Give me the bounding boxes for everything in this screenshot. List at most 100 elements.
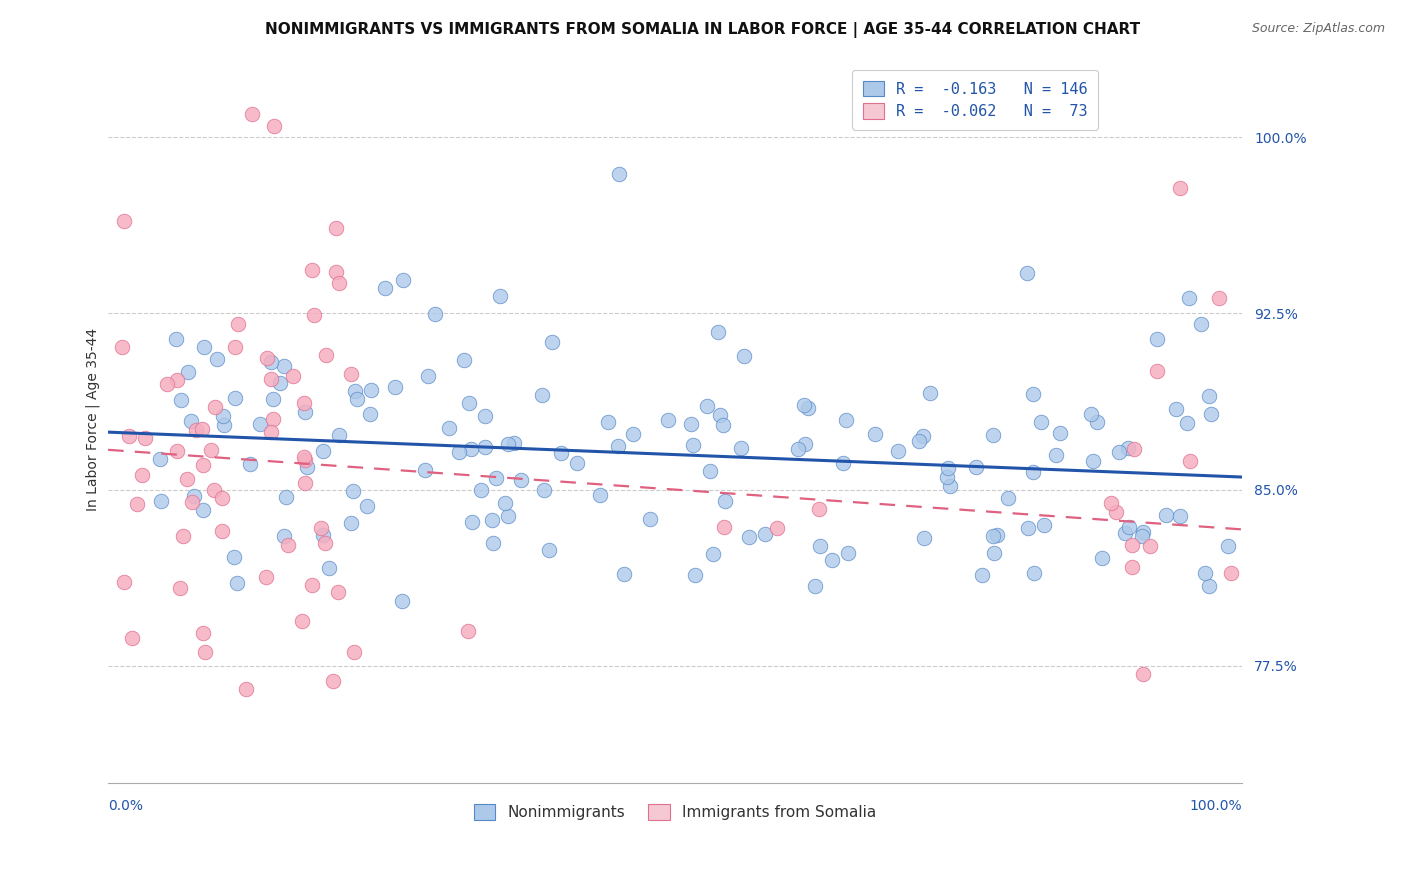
Point	[260, 425, 283, 439]
Point	[294, 453, 316, 467]
Point	[118, 429, 141, 443]
Point	[1194, 566, 1216, 581]
Point	[301, 578, 323, 592]
Point	[793, 399, 815, 413]
Point	[249, 417, 271, 431]
Point	[1198, 579, 1220, 593]
Text: Source: ZipAtlas.com: Source: ZipAtlas.com	[1251, 22, 1385, 36]
Point	[1045, 449, 1067, 463]
Point	[166, 373, 188, 387]
Point	[1198, 389, 1220, 403]
Text: 0.0%: 0.0%	[108, 799, 143, 814]
Point	[1130, 529, 1153, 543]
Point	[707, 325, 730, 339]
Point	[1139, 539, 1161, 553]
Point	[416, 368, 439, 383]
Point	[797, 401, 820, 415]
Point	[148, 451, 170, 466]
Point	[314, 536, 336, 550]
Point	[607, 438, 630, 452]
Point	[912, 532, 935, 546]
Point	[1121, 560, 1143, 574]
Point	[131, 467, 153, 482]
Point	[343, 645, 366, 659]
Point	[294, 450, 316, 464]
Point	[211, 491, 233, 505]
Point	[1146, 332, 1168, 346]
Point	[360, 383, 382, 397]
Point	[474, 409, 496, 423]
Point	[981, 428, 1004, 442]
Point	[908, 434, 931, 448]
Point	[205, 352, 228, 367]
Point	[457, 624, 479, 639]
Point	[180, 495, 202, 509]
Point	[1021, 465, 1043, 479]
Point	[1080, 407, 1102, 421]
Point	[1132, 525, 1154, 540]
Point	[204, 400, 226, 414]
Point	[356, 499, 378, 513]
Point	[343, 384, 366, 398]
Point	[936, 460, 959, 475]
Point	[502, 435, 524, 450]
Point	[1083, 454, 1105, 468]
Legend: Nonimmigrants, Immigrants from Somalia: Nonimmigrants, Immigrants from Somalia	[468, 798, 883, 826]
Point	[309, 521, 332, 535]
Point	[125, 497, 148, 511]
Point	[1105, 505, 1128, 519]
Point	[1031, 416, 1053, 430]
Point	[1189, 317, 1212, 331]
Point	[621, 427, 644, 442]
Point	[281, 369, 304, 384]
Point	[186, 424, 208, 438]
Point	[374, 281, 396, 295]
Point	[262, 412, 284, 426]
Point	[277, 538, 299, 552]
Point	[180, 414, 202, 428]
Point	[325, 264, 347, 278]
Point	[683, 567, 706, 582]
Point	[983, 546, 1005, 560]
Text: 100.0%: 100.0%	[1189, 799, 1243, 814]
Point	[494, 496, 516, 510]
Point	[384, 380, 406, 394]
Point	[226, 576, 249, 591]
Point	[193, 340, 215, 354]
Point	[294, 476, 316, 491]
Point	[260, 355, 283, 369]
Point	[794, 437, 817, 451]
Point	[730, 441, 752, 455]
Point	[986, 527, 1008, 541]
Point	[1049, 425, 1071, 440]
Point	[134, 431, 156, 445]
Point	[200, 443, 222, 458]
Point	[510, 474, 533, 488]
Point	[202, 483, 225, 498]
Point	[183, 489, 205, 503]
Point	[733, 349, 755, 363]
Point	[808, 502, 831, 516]
Point	[713, 519, 735, 533]
Point	[1208, 291, 1230, 305]
Point	[121, 632, 143, 646]
Point	[607, 167, 630, 181]
Point	[1168, 508, 1191, 523]
Point	[191, 626, 214, 640]
Point	[835, 412, 858, 426]
Point	[328, 584, 350, 599]
Point	[787, 442, 810, 457]
Point	[312, 528, 335, 542]
Point	[256, 351, 278, 365]
Point	[1132, 666, 1154, 681]
Point	[156, 377, 179, 392]
Point	[474, 440, 496, 454]
Point	[589, 488, 612, 502]
Point	[863, 426, 886, 441]
Point	[939, 479, 962, 493]
Point	[177, 365, 200, 379]
Point	[470, 483, 492, 497]
Point	[1178, 453, 1201, 467]
Point	[696, 400, 718, 414]
Point	[262, 392, 284, 407]
